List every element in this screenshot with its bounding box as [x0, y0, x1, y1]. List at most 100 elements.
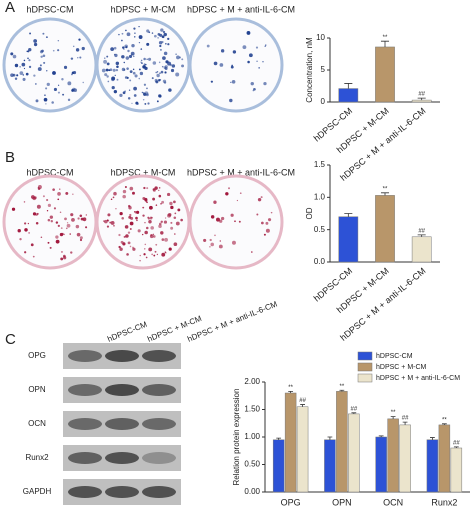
colony [131, 102, 133, 105]
error-bar [417, 234, 426, 237]
dish-label: hDPSC + M-CM [111, 4, 176, 14]
colony [123, 68, 126, 71]
error-bar [390, 416, 396, 419]
colony [142, 98, 145, 101]
colony [148, 57, 152, 61]
colony [79, 238, 83, 242]
colony [132, 71, 136, 75]
error-bar [380, 192, 390, 196]
colony [19, 237, 22, 241]
legend-label: hDPSC + M + anti-IL-6-CM [376, 375, 460, 382]
colony [132, 68, 135, 71]
colony [181, 64, 185, 68]
colony [219, 219, 223, 223]
error-bar [430, 437, 435, 440]
colony [71, 88, 75, 92]
colony [119, 93, 123, 98]
colony [23, 67, 26, 70]
bar [438, 424, 451, 493]
bar [375, 436, 387, 493]
colony [270, 211, 273, 214]
colony [49, 246, 52, 249]
colony [158, 194, 162, 198]
bar [426, 439, 439, 493]
colony [175, 72, 180, 77]
colony [33, 196, 37, 200]
colony [229, 98, 233, 103]
colony [112, 196, 115, 199]
colony [174, 233, 176, 235]
colony [167, 61, 172, 66]
colony [146, 58, 148, 60]
colony [75, 48, 80, 52]
colony [57, 224, 60, 228]
error-bar [276, 437, 282, 440]
colony [129, 70, 133, 74]
panel-label: A [5, 0, 15, 16]
colony [110, 198, 113, 201]
colony [133, 94, 137, 97]
colony [138, 35, 143, 39]
colony [22, 77, 26, 81]
dish [2, 174, 98, 270]
colony [232, 50, 237, 54]
colony [57, 91, 60, 94]
colony [122, 91, 126, 95]
colony [156, 100, 159, 103]
colony [24, 228, 28, 232]
colony [36, 204, 41, 209]
dish [188, 174, 284, 270]
colony [33, 39, 38, 43]
colony [141, 233, 144, 236]
colony [72, 193, 74, 196]
y-tick-label: 1.00 [244, 432, 260, 441]
colony [210, 242, 214, 247]
bar [296, 406, 309, 493]
colony [136, 102, 139, 106]
colony [115, 68, 119, 72]
significance: ## [453, 440, 460, 446]
colony [59, 188, 61, 190]
colony [213, 200, 217, 204]
error-bar [453, 446, 459, 448]
colony [163, 32, 167, 37]
error-bar [300, 404, 305, 407]
colony [165, 42, 167, 45]
significance: ## [350, 406, 357, 412]
colony [110, 47, 115, 52]
colony [40, 55, 43, 58]
blot-band [105, 486, 139, 498]
colony [77, 217, 80, 220]
colony [152, 188, 156, 191]
colony [35, 99, 39, 103]
bar [411, 236, 432, 263]
colony [255, 46, 259, 49]
colony [153, 254, 156, 257]
colony [67, 81, 72, 86]
bar [324, 439, 336, 493]
colony [137, 229, 141, 233]
colony [176, 55, 180, 60]
colony [76, 232, 81, 237]
colony [121, 39, 123, 42]
colony [114, 74, 116, 76]
colony [124, 225, 129, 229]
colony [133, 36, 136, 38]
colony [112, 68, 116, 72]
colony [35, 83, 37, 85]
y-axis-label: Concentration, nM [305, 37, 314, 103]
colony [39, 64, 42, 67]
y-tick-label: 0.5 [314, 225, 326, 234]
bar [284, 392, 297, 493]
colony [125, 29, 127, 32]
colony [135, 216, 138, 220]
colony [10, 52, 14, 56]
colony [124, 186, 127, 189]
colony [160, 231, 164, 235]
x-tick-label: OCN [383, 497, 403, 507]
colony [129, 186, 134, 191]
colony [177, 208, 181, 212]
colony [210, 215, 215, 219]
significance: ** [288, 385, 293, 391]
blot-band [142, 452, 176, 464]
